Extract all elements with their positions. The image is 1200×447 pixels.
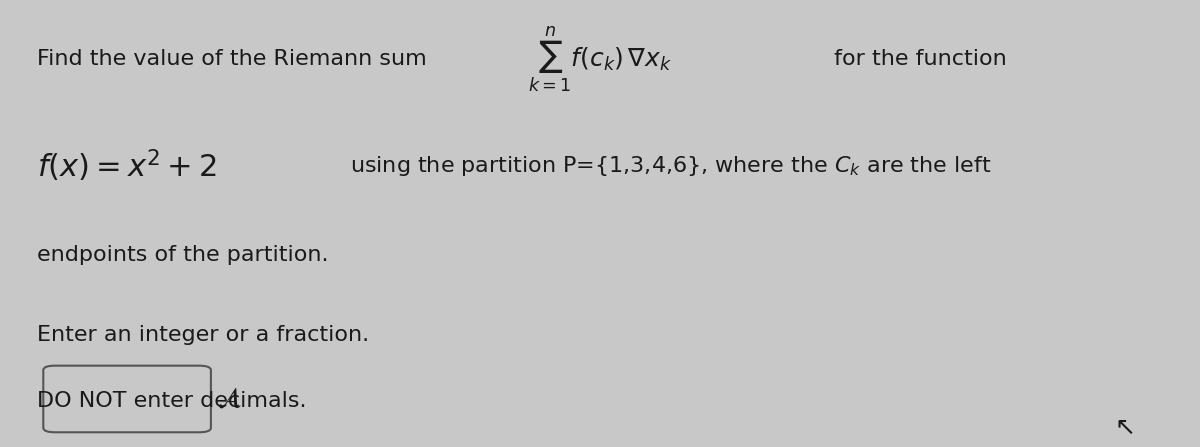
Text: endpoints of the partition.: endpoints of the partition. <box>37 245 329 265</box>
Text: Enter an integer or a fraction.: Enter an integer or a fraction. <box>37 325 370 345</box>
FancyBboxPatch shape <box>43 366 211 432</box>
Text: $f(x) = x^2 + 2$: $f(x) = x^2 + 2$ <box>37 148 217 184</box>
Text: DO NOT enter decimals.: DO NOT enter decimals. <box>37 391 307 411</box>
Text: ↖: ↖ <box>1115 416 1136 440</box>
Text: using the partition P={1,3,4,6}, where the $C_k$ are the left: using the partition P={1,3,4,6}, where t… <box>342 154 991 178</box>
Text: $\sum_{k=1}^{n} f(c_k)\,\nabla x_k$: $\sum_{k=1}^{n} f(c_k)\,\nabla x_k$ <box>528 24 672 94</box>
Text: for the function: for the function <box>828 49 1007 69</box>
Text: $\mathcal{A}$: $\mathcal{A}$ <box>217 385 241 413</box>
Text: Find the value of the Riemann sum: Find the value of the Riemann sum <box>37 49 434 69</box>
